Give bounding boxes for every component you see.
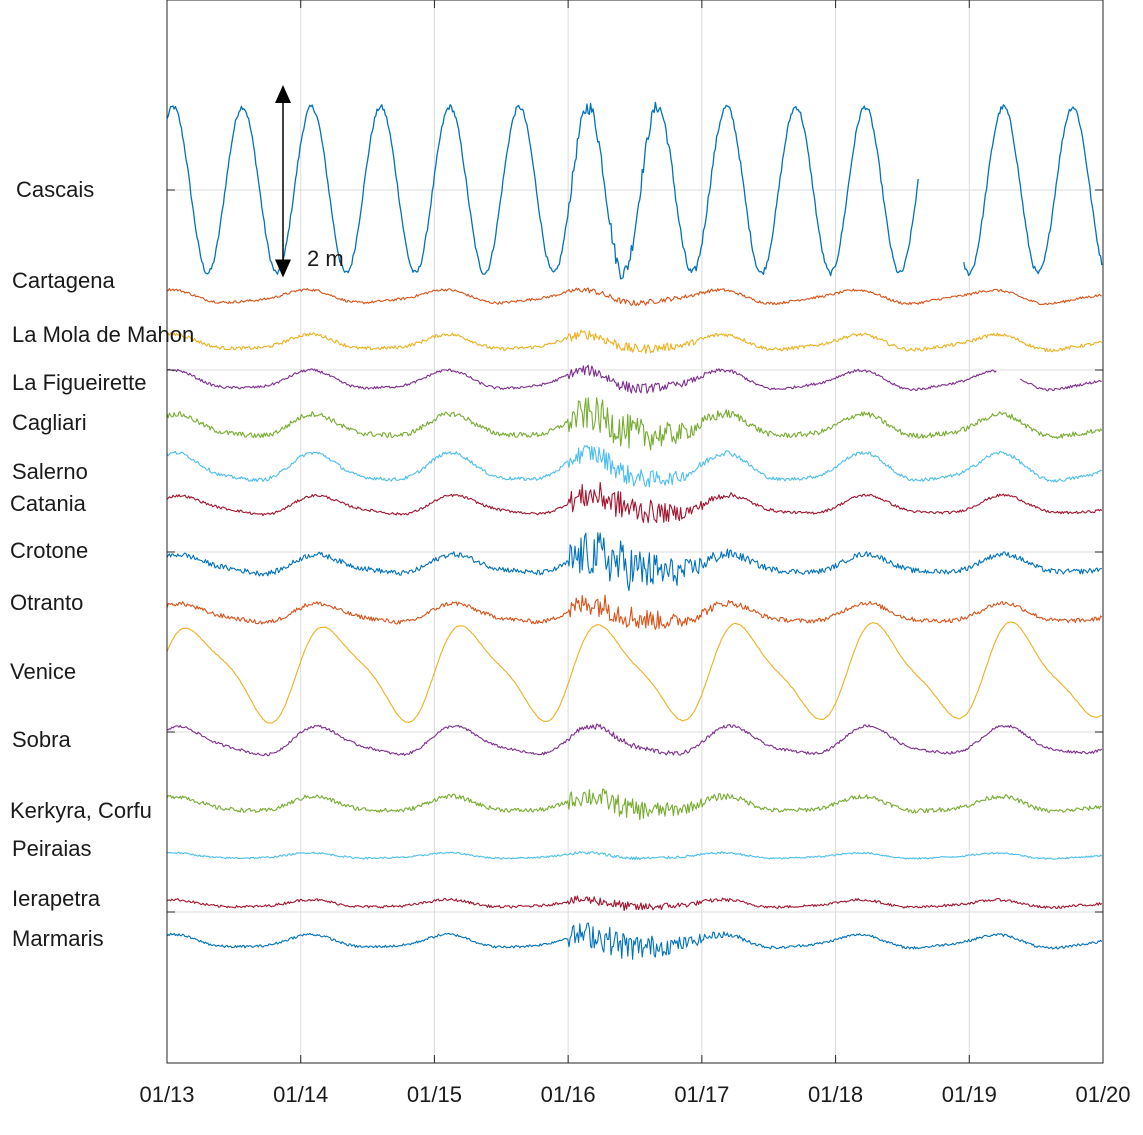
scale-bar: 2 m xyxy=(275,85,344,278)
series-line-peiraias xyxy=(166,850,1103,861)
x-tick-label: 01/17 xyxy=(674,1082,729,1107)
station-label: Cartagena xyxy=(12,268,116,293)
series-line-catania xyxy=(166,481,1103,524)
station-label: Otranto xyxy=(10,590,83,615)
x-tick-label: 01/20 xyxy=(1075,1082,1130,1107)
x-tick-label: 01/19 xyxy=(942,1082,997,1107)
arrow-up-icon xyxy=(275,85,291,103)
series-line-cascais xyxy=(166,101,1103,280)
station-label: Crotone xyxy=(10,538,88,563)
station-label: Peiraias xyxy=(12,836,91,861)
series-line-salerno xyxy=(166,445,1103,488)
series-line-sobra xyxy=(166,723,1103,757)
station-label: Sobra xyxy=(12,727,71,752)
series-line-cagliari xyxy=(166,397,1103,451)
arrow-down-icon xyxy=(275,259,291,278)
series-line-crotone xyxy=(166,532,1102,592)
x-tick-label: 01/14 xyxy=(273,1082,328,1107)
station-label: Cagliari xyxy=(12,410,87,435)
x-axis: 01/13 01/14 01/15 01/16 01/17 01/18 01/19 01/20 xyxy=(139,0,1131,1107)
plot-frame xyxy=(166,0,1104,1064)
plot-background xyxy=(167,0,1103,1063)
station-label: Kerkyra, Corfu xyxy=(10,798,152,823)
series-line-otranto xyxy=(166,594,1103,630)
x-tick-label: 01/18 xyxy=(808,1082,863,1107)
station-labels: Cascais Cartagena La Mola de Mahon La Figue… xyxy=(10,177,194,951)
series-line-ierapetra xyxy=(166,895,1103,912)
grid-lines xyxy=(167,0,1103,1063)
station-label: Ierapetra xyxy=(12,886,101,911)
scale-bar-label: 2 m xyxy=(307,246,344,271)
series-line-venice xyxy=(166,621,1102,724)
station-label: Marmaris xyxy=(12,926,104,951)
x-tick-label: 01/13 xyxy=(139,1082,194,1107)
series-layer xyxy=(166,101,1103,960)
series-line-marmaris xyxy=(166,922,1103,960)
station-label: Cascais xyxy=(16,177,94,202)
series-line-kerkyra-corfu xyxy=(166,788,1102,821)
station-label: La Mola de Mahon xyxy=(12,322,194,347)
series-line-la-figueirette xyxy=(166,364,1102,394)
series-line-la-mola-de-mahon xyxy=(166,329,1103,354)
x-tick-label: 01/15 xyxy=(407,1082,462,1107)
station-label: Salerno xyxy=(12,459,88,484)
station-label: La Figueirette xyxy=(12,370,147,395)
station-label: Catania xyxy=(10,491,87,516)
station-label: Venice xyxy=(10,659,76,684)
series-line-cartagena xyxy=(166,287,1102,307)
x-tick-label: 01/16 xyxy=(541,1082,596,1107)
